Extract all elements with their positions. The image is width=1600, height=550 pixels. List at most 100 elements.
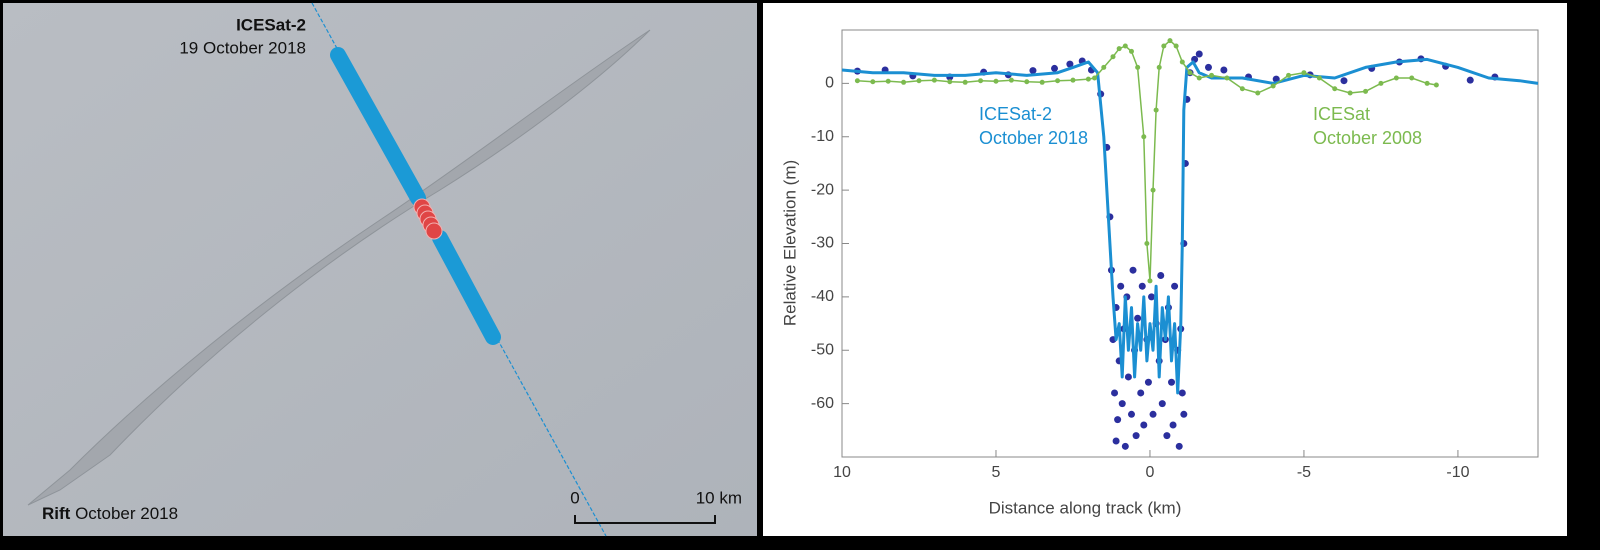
data-point [1150,187,1156,193]
data-point [1101,64,1107,70]
data-point [1167,38,1173,44]
y-axis-label: Relative Elevation (m) [780,160,799,326]
data-point [1029,67,1037,75]
data-point [916,78,922,84]
data-point [1209,72,1215,78]
data-point [978,78,984,84]
scale-start: 0 [570,488,579,507]
x-tick-label: -5 [1297,464,1311,481]
data-point [1409,75,1415,81]
data-point [1286,72,1292,78]
data-point [1424,80,1430,86]
y-tick-label: -20 [811,181,834,198]
data-point [1050,64,1058,72]
scale-bar [574,515,716,524]
x-tick-label: 5 [992,464,1001,481]
satellite-map: ICESat-2 19 October 2018 Rift October 20… [3,2,757,537]
x-tick-label: 10 [833,464,851,481]
plot-frame [841,29,1539,458]
chart: Distance along track (km) Relative Eleva… [763,3,1567,536]
data-point [1332,86,1338,92]
data-point [1144,378,1152,386]
data-point [1144,241,1150,246]
ice-background [3,3,757,536]
data-point [1140,421,1148,429]
y-tick-label: -40 [811,288,834,305]
data-point [1175,442,1183,450]
annotation: October 2018 [979,128,1088,148]
data-point [1156,64,1162,70]
data-point [1301,70,1307,76]
data-point [1141,134,1147,140]
track-segment [432,230,501,345]
data-point [1161,43,1167,49]
data-point [1092,75,1098,81]
data-point [1187,70,1193,76]
data-point [1122,43,1128,49]
data-point [1116,46,1122,52]
data-point [1128,48,1134,54]
data-point [1270,83,1276,89]
data-point [870,79,876,85]
data-point [1433,82,1439,88]
data-point [1137,389,1145,397]
y-tick-label: 0 [825,75,834,92]
data-point [1147,278,1153,284]
data-point [1134,314,1142,322]
data-point [1163,432,1171,440]
rift-label: Rift October 2018 [42,504,178,523]
data-point [1316,75,1322,81]
data-point [1127,410,1135,418]
data-point [1121,442,1129,450]
data-point [1196,75,1202,81]
data-point [1204,63,1212,71]
y-tick-label: -50 [811,341,834,358]
data-point [1180,410,1188,418]
data-point [1466,76,1474,84]
data-point [1066,60,1074,68]
scale-end: 10 km [696,488,742,507]
y-tick-label: -60 [811,395,834,412]
y-tick-label: -10 [811,128,834,145]
data-point [1085,76,1091,82]
track-line [311,2,607,537]
data-point [947,79,953,85]
data-point [1039,79,1045,85]
data-point [1024,79,1030,85]
data-point [1055,78,1061,84]
series-line [841,57,1539,395]
data-point [1138,282,1146,290]
data-point [1239,86,1245,92]
rift-label-name: Rift [42,504,71,523]
y-tick-label: -30 [811,235,834,252]
track-date: 19 October 2018 [179,38,306,57]
data-point [1158,400,1166,408]
data-point [1157,272,1165,280]
data-point [1070,77,1076,83]
data-point [1195,50,1203,58]
track-segment [330,47,426,206]
data-point [1178,389,1186,397]
data-point [1171,282,1179,290]
data-point [1347,90,1353,96]
data-point [1224,75,1230,81]
data-point [1124,373,1132,381]
rift-label-date: October 2018 [75,504,178,523]
x-axis-label: Distance along track (km) [989,498,1182,517]
data-point [1110,54,1116,60]
data-point [1135,64,1141,70]
data-point [1153,107,1159,113]
data-point [885,78,891,84]
data-point [1114,416,1122,424]
data-point [1173,43,1179,49]
data-point [1363,88,1369,94]
data-point [1148,293,1156,301]
data-point [1132,432,1140,440]
data-point [854,78,860,84]
data-point [1169,421,1177,429]
data-point [1008,77,1014,83]
annotation: ICESat [1313,104,1370,124]
data-point [1255,90,1261,96]
x-tick-label: 0 [1146,464,1155,481]
